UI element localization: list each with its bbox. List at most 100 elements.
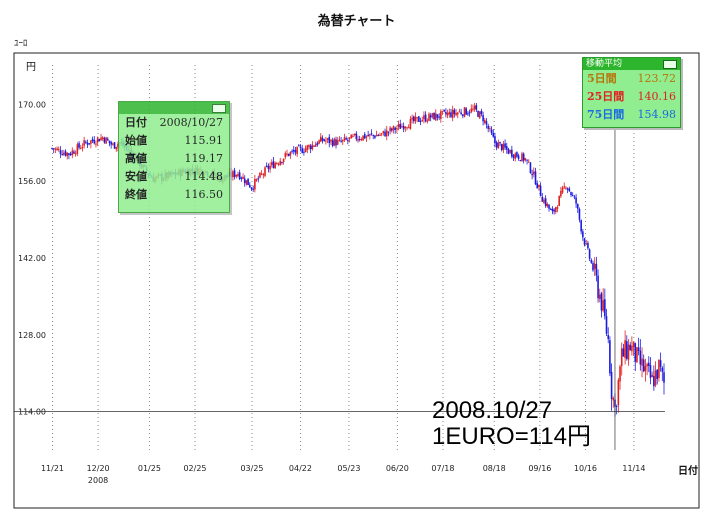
candle-body: [636, 347, 638, 363]
ohlc-panel-header[interactable]: [119, 102, 229, 114]
candle-body: [485, 121, 488, 125]
candle-body: [298, 145, 300, 147]
candle-body: [524, 158, 527, 161]
candle-body: [414, 116, 417, 122]
candle-body: [541, 196, 544, 202]
ma-panel-header[interactable]: 移動平均: [583, 58, 680, 70]
candle-body: [301, 148, 304, 153]
candle-body: [112, 143, 114, 145]
candle-body: [600, 293, 603, 311]
candle-body: [609, 340, 611, 374]
candle-body: [321, 137, 324, 141]
candle-body: [592, 263, 594, 271]
candle-body: [299, 146, 302, 148]
plot-frame: [13, 52, 700, 509]
y-tick-label: 142.00: [18, 254, 46, 263]
candle-body: [340, 140, 342, 142]
candle-body: [561, 187, 564, 193]
x-tick-label: 08/18: [483, 464, 506, 473]
candle-body: [303, 151, 305, 153]
x-tick-label: 03/25: [240, 464, 263, 473]
candle-body: [490, 129, 493, 134]
candle-body: [79, 148, 82, 150]
candle-body: [105, 137, 107, 144]
candle-body: [106, 138, 109, 141]
candle-body: [620, 348, 623, 366]
candle-body: [519, 159, 522, 162]
candle-body: [232, 171, 234, 178]
candle-body: [578, 209, 581, 220]
candle-body: [66, 152, 69, 157]
minimize-icon[interactable]: [212, 104, 226, 113]
candle-body: [358, 138, 361, 140]
candle-body: [289, 151, 292, 156]
candle-body: [372, 134, 375, 136]
candle-body: [284, 153, 287, 158]
candle-body: [343, 137, 346, 141]
candle-body: [254, 178, 256, 190]
candle-body: [483, 120, 486, 123]
annotation-date: 2008.10/27: [432, 397, 553, 424]
candle-body: [282, 158, 285, 163]
x-tick-label: 09/16: [528, 464, 551, 473]
candle-body: [341, 139, 344, 142]
candle-body: [455, 112, 457, 116]
page-title: 為替チャート: [317, 14, 396, 29]
candle-body: [602, 300, 604, 311]
candle-body: [81, 146, 84, 148]
candle-body: [446, 113, 449, 116]
candle-body: [304, 148, 307, 153]
candle-body: [575, 197, 577, 204]
candle-body: [255, 179, 258, 181]
candle-body: [590, 259, 593, 263]
candle-body: [71, 150, 74, 156]
candle-body: [656, 369, 659, 379]
candle-body: [363, 133, 366, 139]
candle-body: [406, 127, 408, 129]
candle-body: [436, 114, 439, 118]
candle-body: [76, 144, 79, 154]
ma-row-75: 75日間 154.98: [587, 108, 676, 121]
candle-body: [242, 176, 244, 179]
candle-body: [117, 143, 119, 148]
candle-body: [478, 111, 481, 119]
crosshair-annotation: 2008.10/27 1EURO=114円: [432, 398, 591, 450]
candle-body: [462, 114, 464, 116]
candle-body: [626, 341, 628, 359]
candle-body: [615, 406, 618, 408]
minimize-icon[interactable]: [663, 60, 677, 69]
candle-body: [531, 173, 533, 176]
candle-body: [391, 128, 393, 131]
candle-body: [593, 263, 596, 269]
candle-body: [88, 143, 90, 145]
moving-average-panel[interactable]: 移動平均 5日間 123.72 25日間 140.16 75日間 154.98: [582, 57, 681, 128]
candle-body: [423, 115, 425, 120]
ohlc-info-panel[interactable]: 日付 2008/10/27 始値 115.91 高値 119.17 安値 114.48 …: [118, 101, 230, 213]
candle-body: [362, 135, 364, 141]
candle-body: [250, 187, 253, 189]
candle-body: [64, 151, 67, 156]
candle-body: [644, 366, 647, 372]
candle-body: [326, 138, 329, 140]
candle-body: [237, 174, 239, 177]
candle-body: [264, 167, 266, 176]
candle-body: [440, 111, 442, 119]
currency-pair-label: ﾕｰﾛ: [14, 39, 28, 49]
candle-body: [83, 140, 85, 146]
candle-body: [555, 207, 557, 213]
candle-body: [370, 133, 373, 135]
candle-body: [451, 109, 454, 118]
candle-body: [631, 345, 633, 352]
candle-body: [509, 150, 511, 153]
candle-body: [663, 372, 665, 383]
candle-body: [646, 363, 648, 367]
candle-body: [582, 231, 584, 238]
candle-body: [477, 111, 479, 117]
candle-body: [272, 161, 275, 169]
candle-body: [345, 138, 347, 140]
candle-body: [375, 134, 378, 137]
x-tick-label: 04/22: [289, 464, 312, 473]
candle-body: [73, 151, 75, 154]
candle-body: [499, 141, 501, 144]
candle-body: [467, 113, 469, 115]
